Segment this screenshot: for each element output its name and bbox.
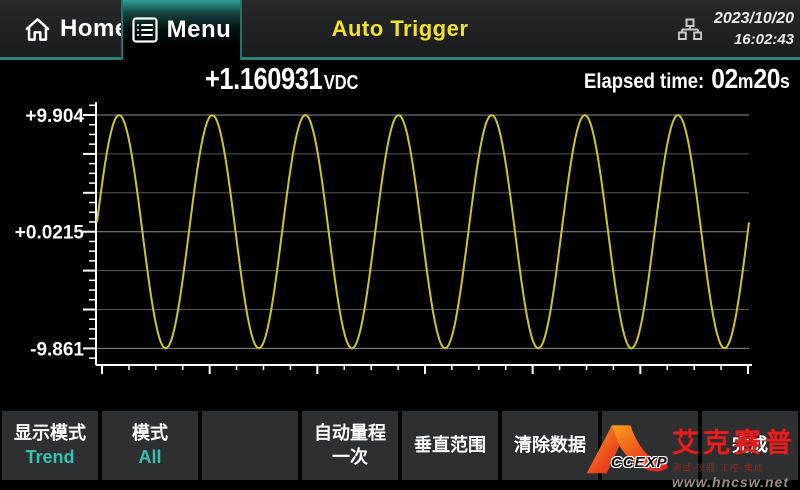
menu-icon: [132, 17, 158, 43]
softkey-label: 清除数据: [514, 434, 586, 455]
softkey-value: Trend: [25, 446, 75, 467]
measurement-unit: VDC: [323, 72, 359, 94]
softkey-label: 垂直范围: [414, 434, 486, 455]
home-icon: [24, 16, 51, 43]
menu-label: Menu: [166, 16, 232, 43]
elapsed-time: Elapsed time: 02 m 20 s: [584, 63, 790, 95]
date-label: 2023/10/20: [713, 9, 794, 27]
trend-chart: +9.904 +0.0215 -9.861: [15, 102, 752, 374]
time-label: 16:02:43: [733, 30, 794, 48]
header-separator: [0, 57, 800, 60]
elapsed-minutes: 02: [711, 63, 739, 94]
softkey-empty-2: [602, 411, 698, 480]
softkey-value: All: [138, 446, 162, 467]
elapsed-minutes-unit: m: [738, 71, 754, 93]
softkey-autorange-once[interactable]: 自动量程 一次: [302, 411, 398, 480]
softkey-label: 完成: [732, 434, 768, 455]
measurement-readout: +1.160931 VDC: [205, 61, 358, 97]
softkey-clear-data[interactable]: 清除数据: [502, 411, 598, 480]
softkey-vertical-range[interactable]: 垂直范围: [402, 411, 498, 480]
softkey-label: 显示模式: [14, 422, 86, 443]
tab-menu-active[interactable]: Menu: [121, 0, 242, 60]
home-label: Home: [60, 15, 129, 42]
measurement-value: +1.160931: [205, 61, 323, 96]
elapsed-label: Elapsed time:: [584, 70, 705, 93]
status-area: 2023/10/20 16:02:43: [677, 0, 794, 58]
softkey-display-mode[interactable]: 显示模式 Trend: [2, 411, 98, 480]
softkey-value: 一次: [332, 446, 368, 467]
y-axis-label: -9.861: [30, 339, 84, 360]
softkey-mode[interactable]: 模式 All: [102, 411, 198, 480]
trigger-status: Auto Trigger: [331, 16, 469, 41]
y-axis-label: +9.904: [25, 106, 84, 127]
softkey-empty-1: [202, 411, 298, 480]
softkey-label: 模式: [132, 422, 168, 443]
softkey-done[interactable]: 完成: [702, 411, 798, 480]
lan-icon: [677, 18, 702, 41]
softkey-label: 自动量程: [314, 422, 386, 443]
elapsed-seconds: 20: [753, 63, 781, 94]
elapsed-seconds-unit: s: [780, 71, 790, 93]
y-axis-label: +0.0215: [15, 223, 85, 244]
softkey-bar: 显示模式 Trend 模式 All 自动量程 一次 垂直范围 清除数据 完成: [0, 408, 800, 480]
datetime: 2023/10/20 16:02:43: [714, 9, 794, 49]
home-button[interactable]: Home: [24, 0, 129, 58]
